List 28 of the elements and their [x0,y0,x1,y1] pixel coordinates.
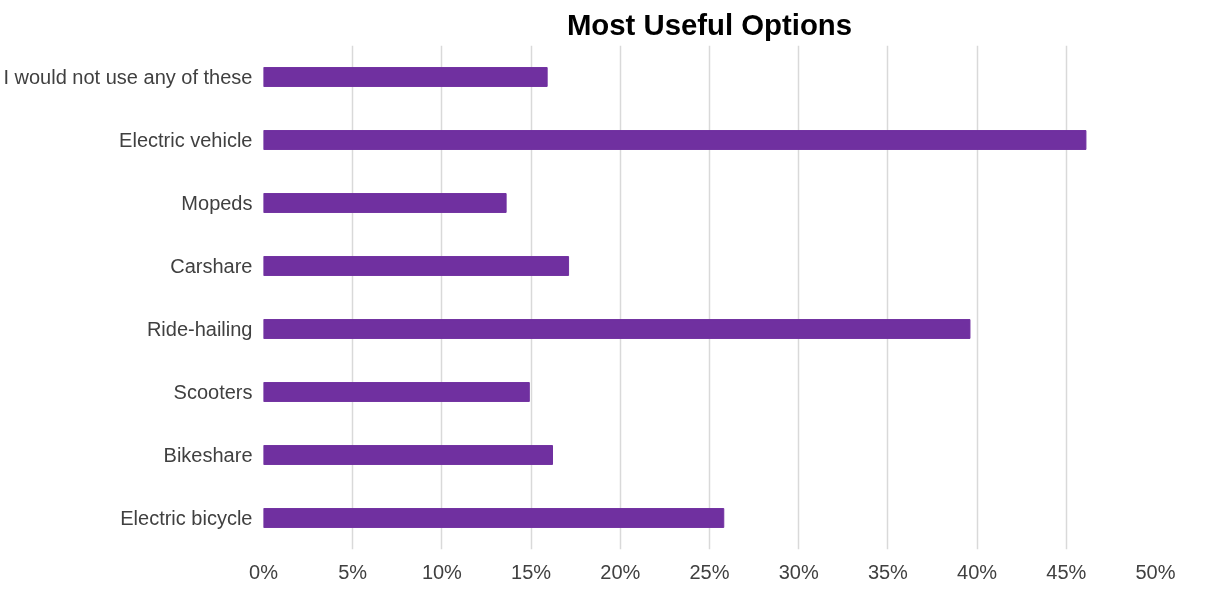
y-tick-label: Scooters [173,381,253,403]
y-tick-label: I would not use any of these [3,66,253,88]
x-tick-label: 25% [689,560,730,583]
bar [263,382,530,402]
y-tick-label: Ride-hailing [146,318,253,340]
y-tick-label: Mopeds [181,192,253,214]
chart-title: Most Useful Options [566,7,853,41]
x-tick-label: 30% [778,560,819,583]
x-tick-label: 10% [421,560,463,583]
bar [263,319,971,339]
x-tick-label: 50% [1135,560,1176,583]
y-tick-label: Bikeshare [163,444,253,466]
x-tick-label: 20% [600,560,641,583]
bar [263,256,570,276]
x-tick-label: 35% [867,560,909,583]
x-tick-label: 45% [1046,560,1087,583]
x-tick-label: 5% [338,560,368,583]
bar [263,67,548,87]
y-tick-label: Carshare [170,255,253,277]
bar [263,193,507,213]
x-tick-label: 40% [957,560,998,583]
x-tick-label: 15% [511,560,552,583]
y-tick-label: Electric bicycle [120,507,253,529]
y-tick-label: Electric vehicle [119,129,253,151]
bar [263,508,725,528]
bar [263,130,1087,150]
bar [263,445,554,465]
x-tick-label: 0% [249,560,279,583]
